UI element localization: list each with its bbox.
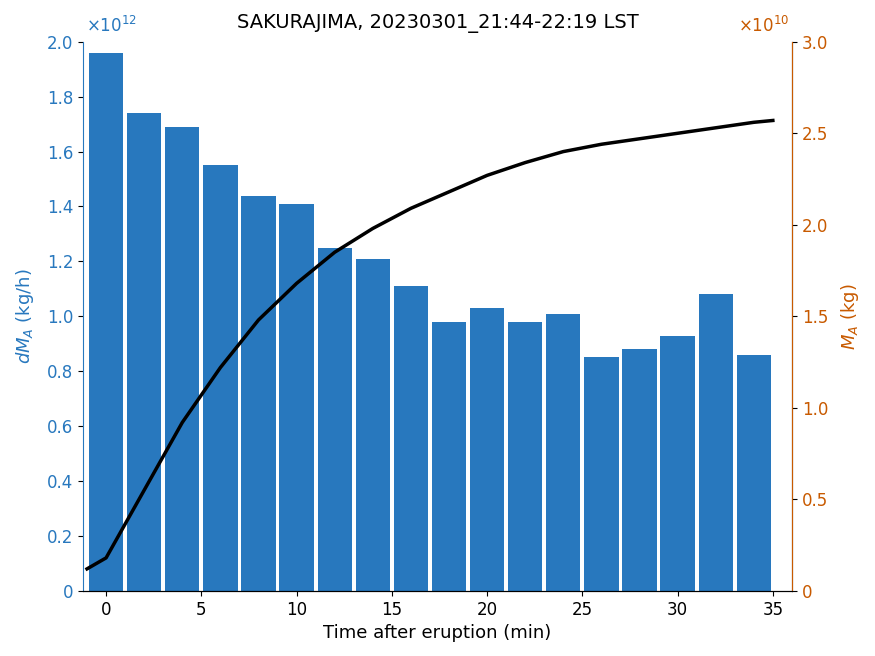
Text: $\times10^{12}$: $\times10^{12}$ (86, 16, 136, 36)
Bar (394, 286, 428, 591)
Y-axis label: $dM_A$ (kg/h): $dM_A$ (kg/h) (14, 268, 36, 364)
Bar (432, 322, 466, 591)
Bar (737, 355, 771, 591)
Y-axis label: $M_A$ (kg): $M_A$ (kg) (839, 283, 861, 350)
Title: SAKURAJIMA, 20230301_21:44-22:19 LST: SAKURAJIMA, 20230301_21:44-22:19 LST (237, 14, 639, 33)
Bar (165, 127, 200, 591)
Bar (546, 314, 580, 591)
Bar (127, 113, 161, 591)
Bar (508, 322, 542, 591)
Bar (470, 308, 504, 591)
X-axis label: Time after eruption (min): Time after eruption (min) (324, 624, 552, 642)
Bar (698, 295, 733, 591)
Bar (279, 204, 314, 591)
Bar (355, 258, 390, 591)
Bar (318, 248, 352, 591)
Bar (584, 358, 619, 591)
Bar (203, 165, 237, 591)
Bar (661, 335, 695, 591)
Bar (242, 195, 276, 591)
Text: $\times10^{10}$: $\times10^{10}$ (738, 16, 789, 36)
Bar (622, 349, 656, 591)
Bar (89, 52, 123, 591)
